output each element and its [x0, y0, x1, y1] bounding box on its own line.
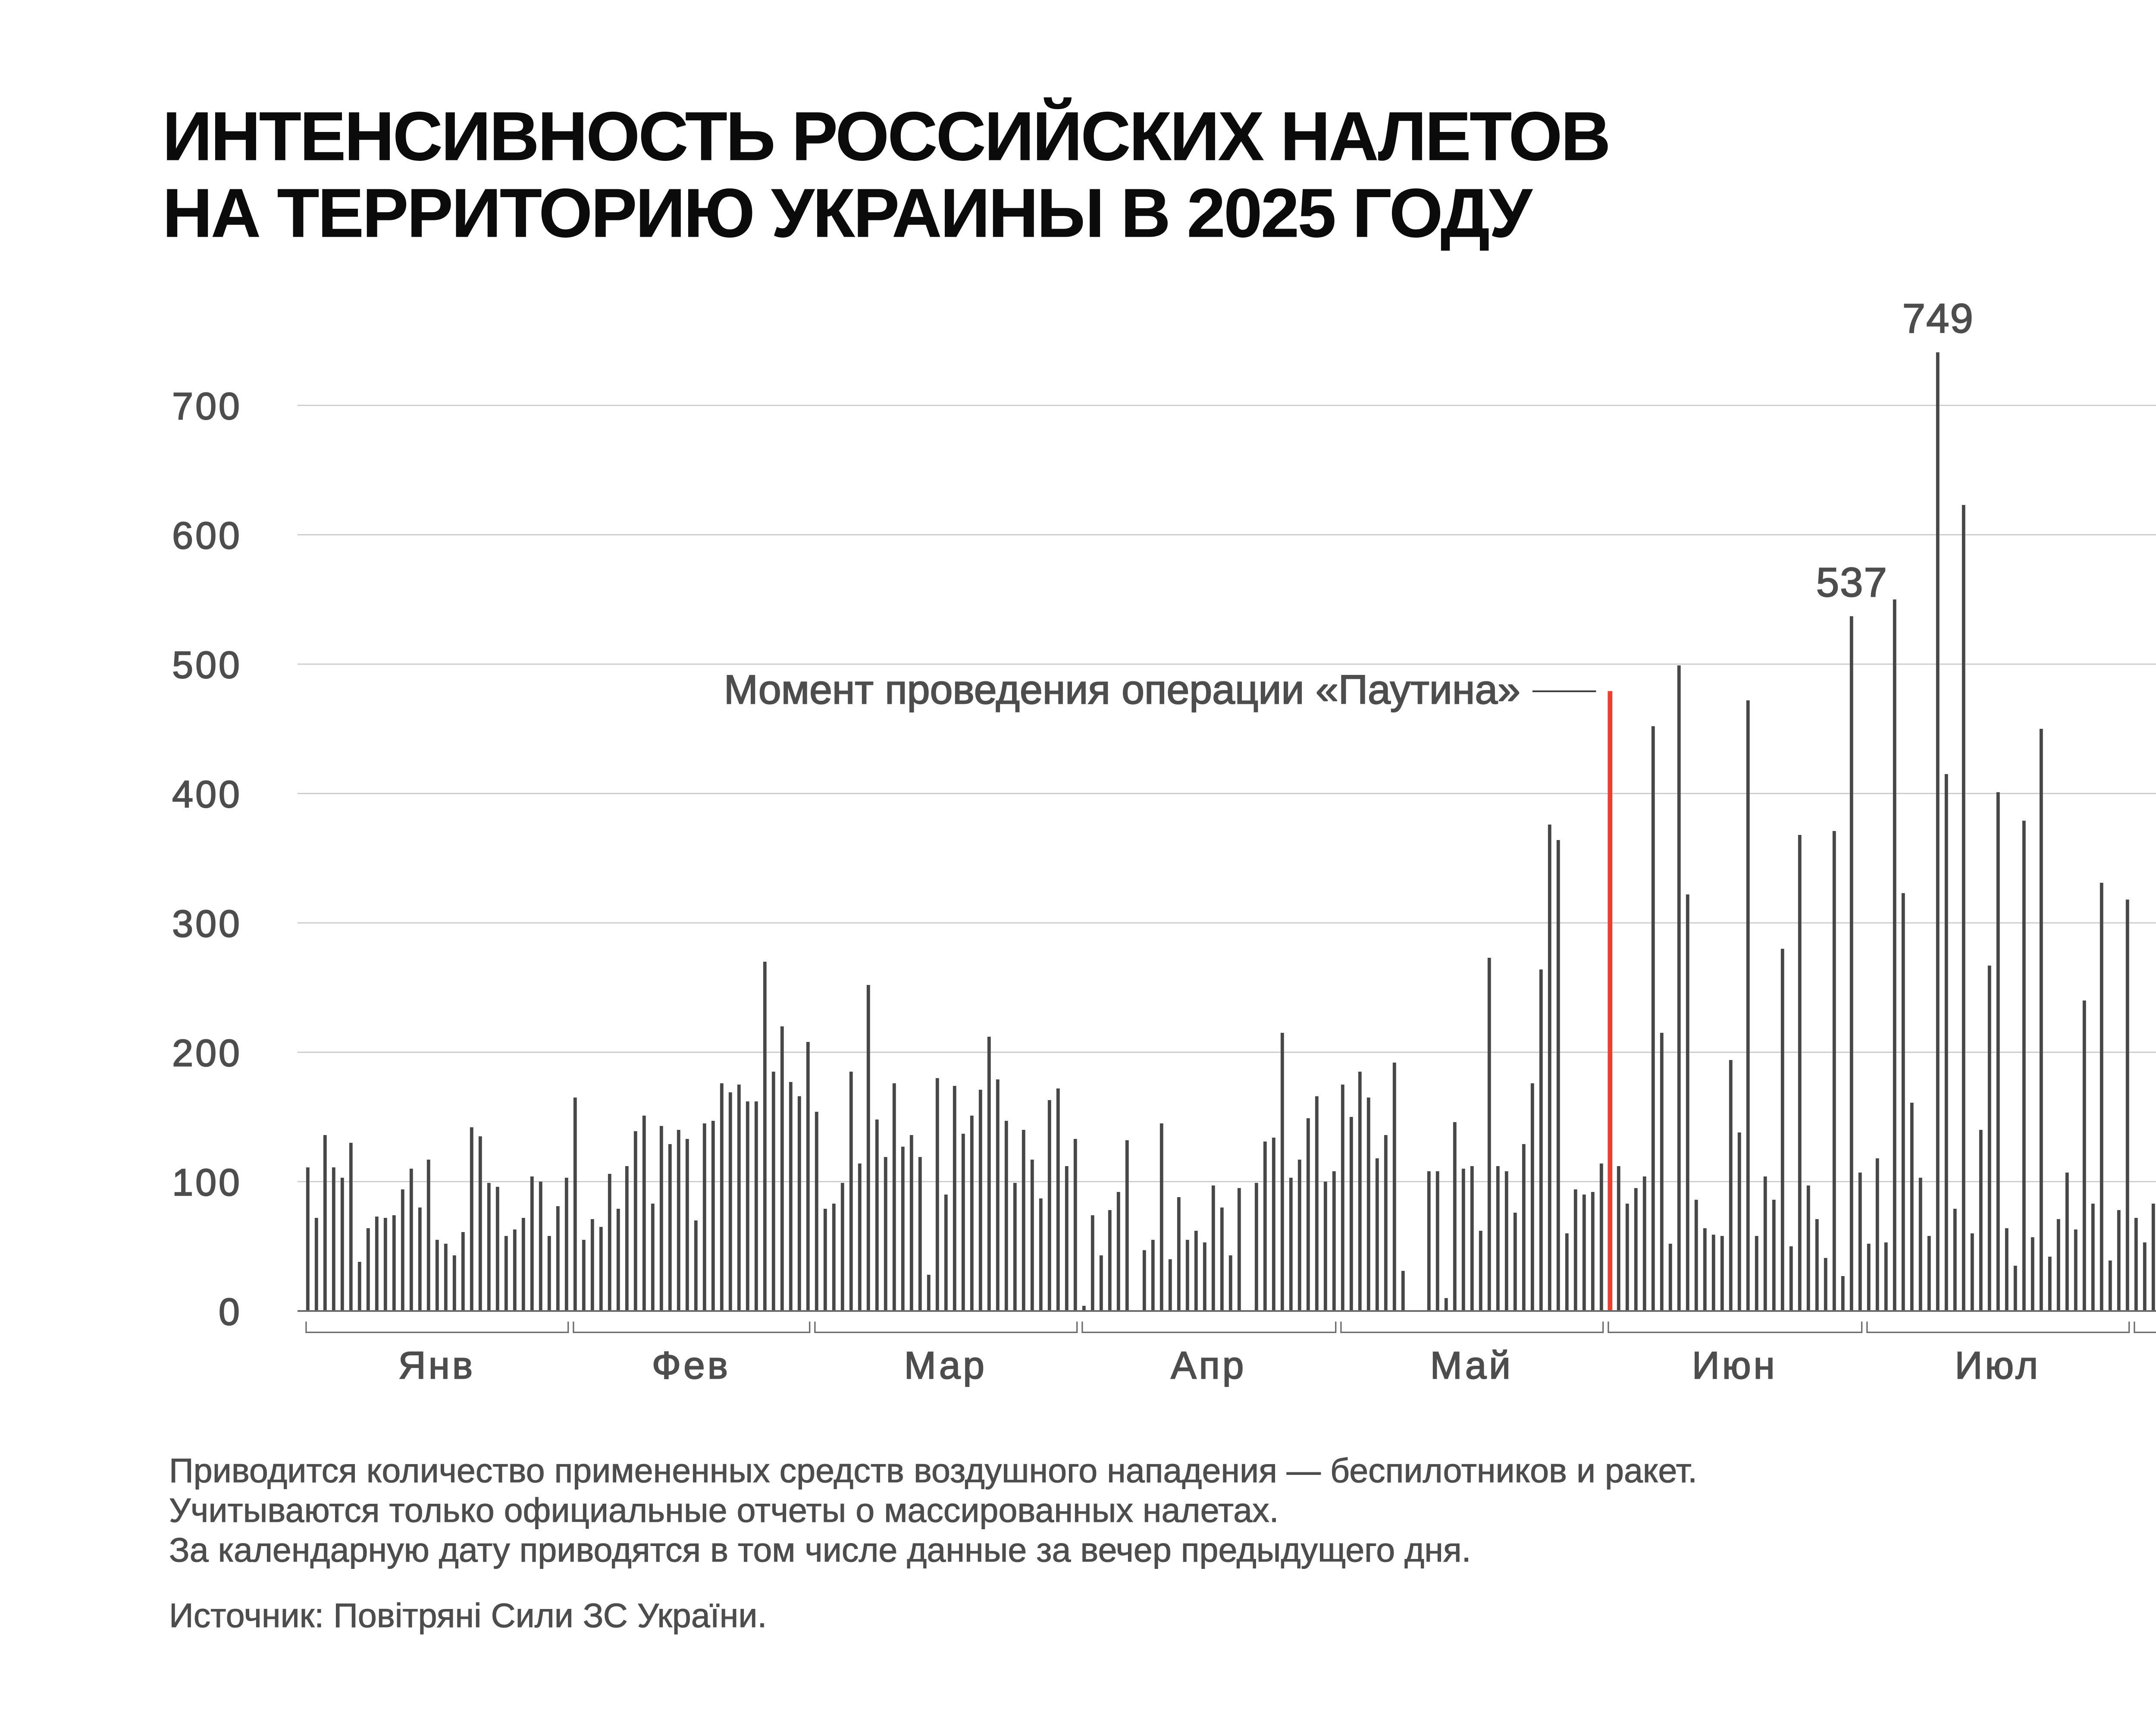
- svg-text:300: 300: [172, 902, 242, 945]
- svg-text:700: 700: [172, 385, 242, 427]
- svg-text:500: 500: [172, 643, 242, 686]
- svg-text:Мар: Мар: [904, 1344, 987, 1387]
- svg-text:Янв: Янв: [398, 1344, 475, 1387]
- svg-text:Июл: Июл: [1955, 1344, 2040, 1387]
- svg-text:200: 200: [172, 1032, 242, 1074]
- svg-text:Фев: Фев: [652, 1344, 730, 1387]
- svg-text:Май: Май: [1430, 1344, 1513, 1387]
- svg-text:Момент проведения операции «Па: Момент проведения операции «Паутина»: [724, 667, 1520, 712]
- svg-text:749: 749: [1902, 295, 1974, 342]
- svg-text:0: 0: [219, 1290, 242, 1333]
- svg-text:537: 537: [1816, 559, 1888, 605]
- svg-text:Июн: Июн: [1692, 1344, 1777, 1387]
- svg-text:100: 100: [172, 1161, 242, 1204]
- svg-text:400: 400: [172, 773, 242, 815]
- svg-text:Апр: Апр: [1171, 1344, 1246, 1387]
- svg-text:600: 600: [172, 514, 242, 557]
